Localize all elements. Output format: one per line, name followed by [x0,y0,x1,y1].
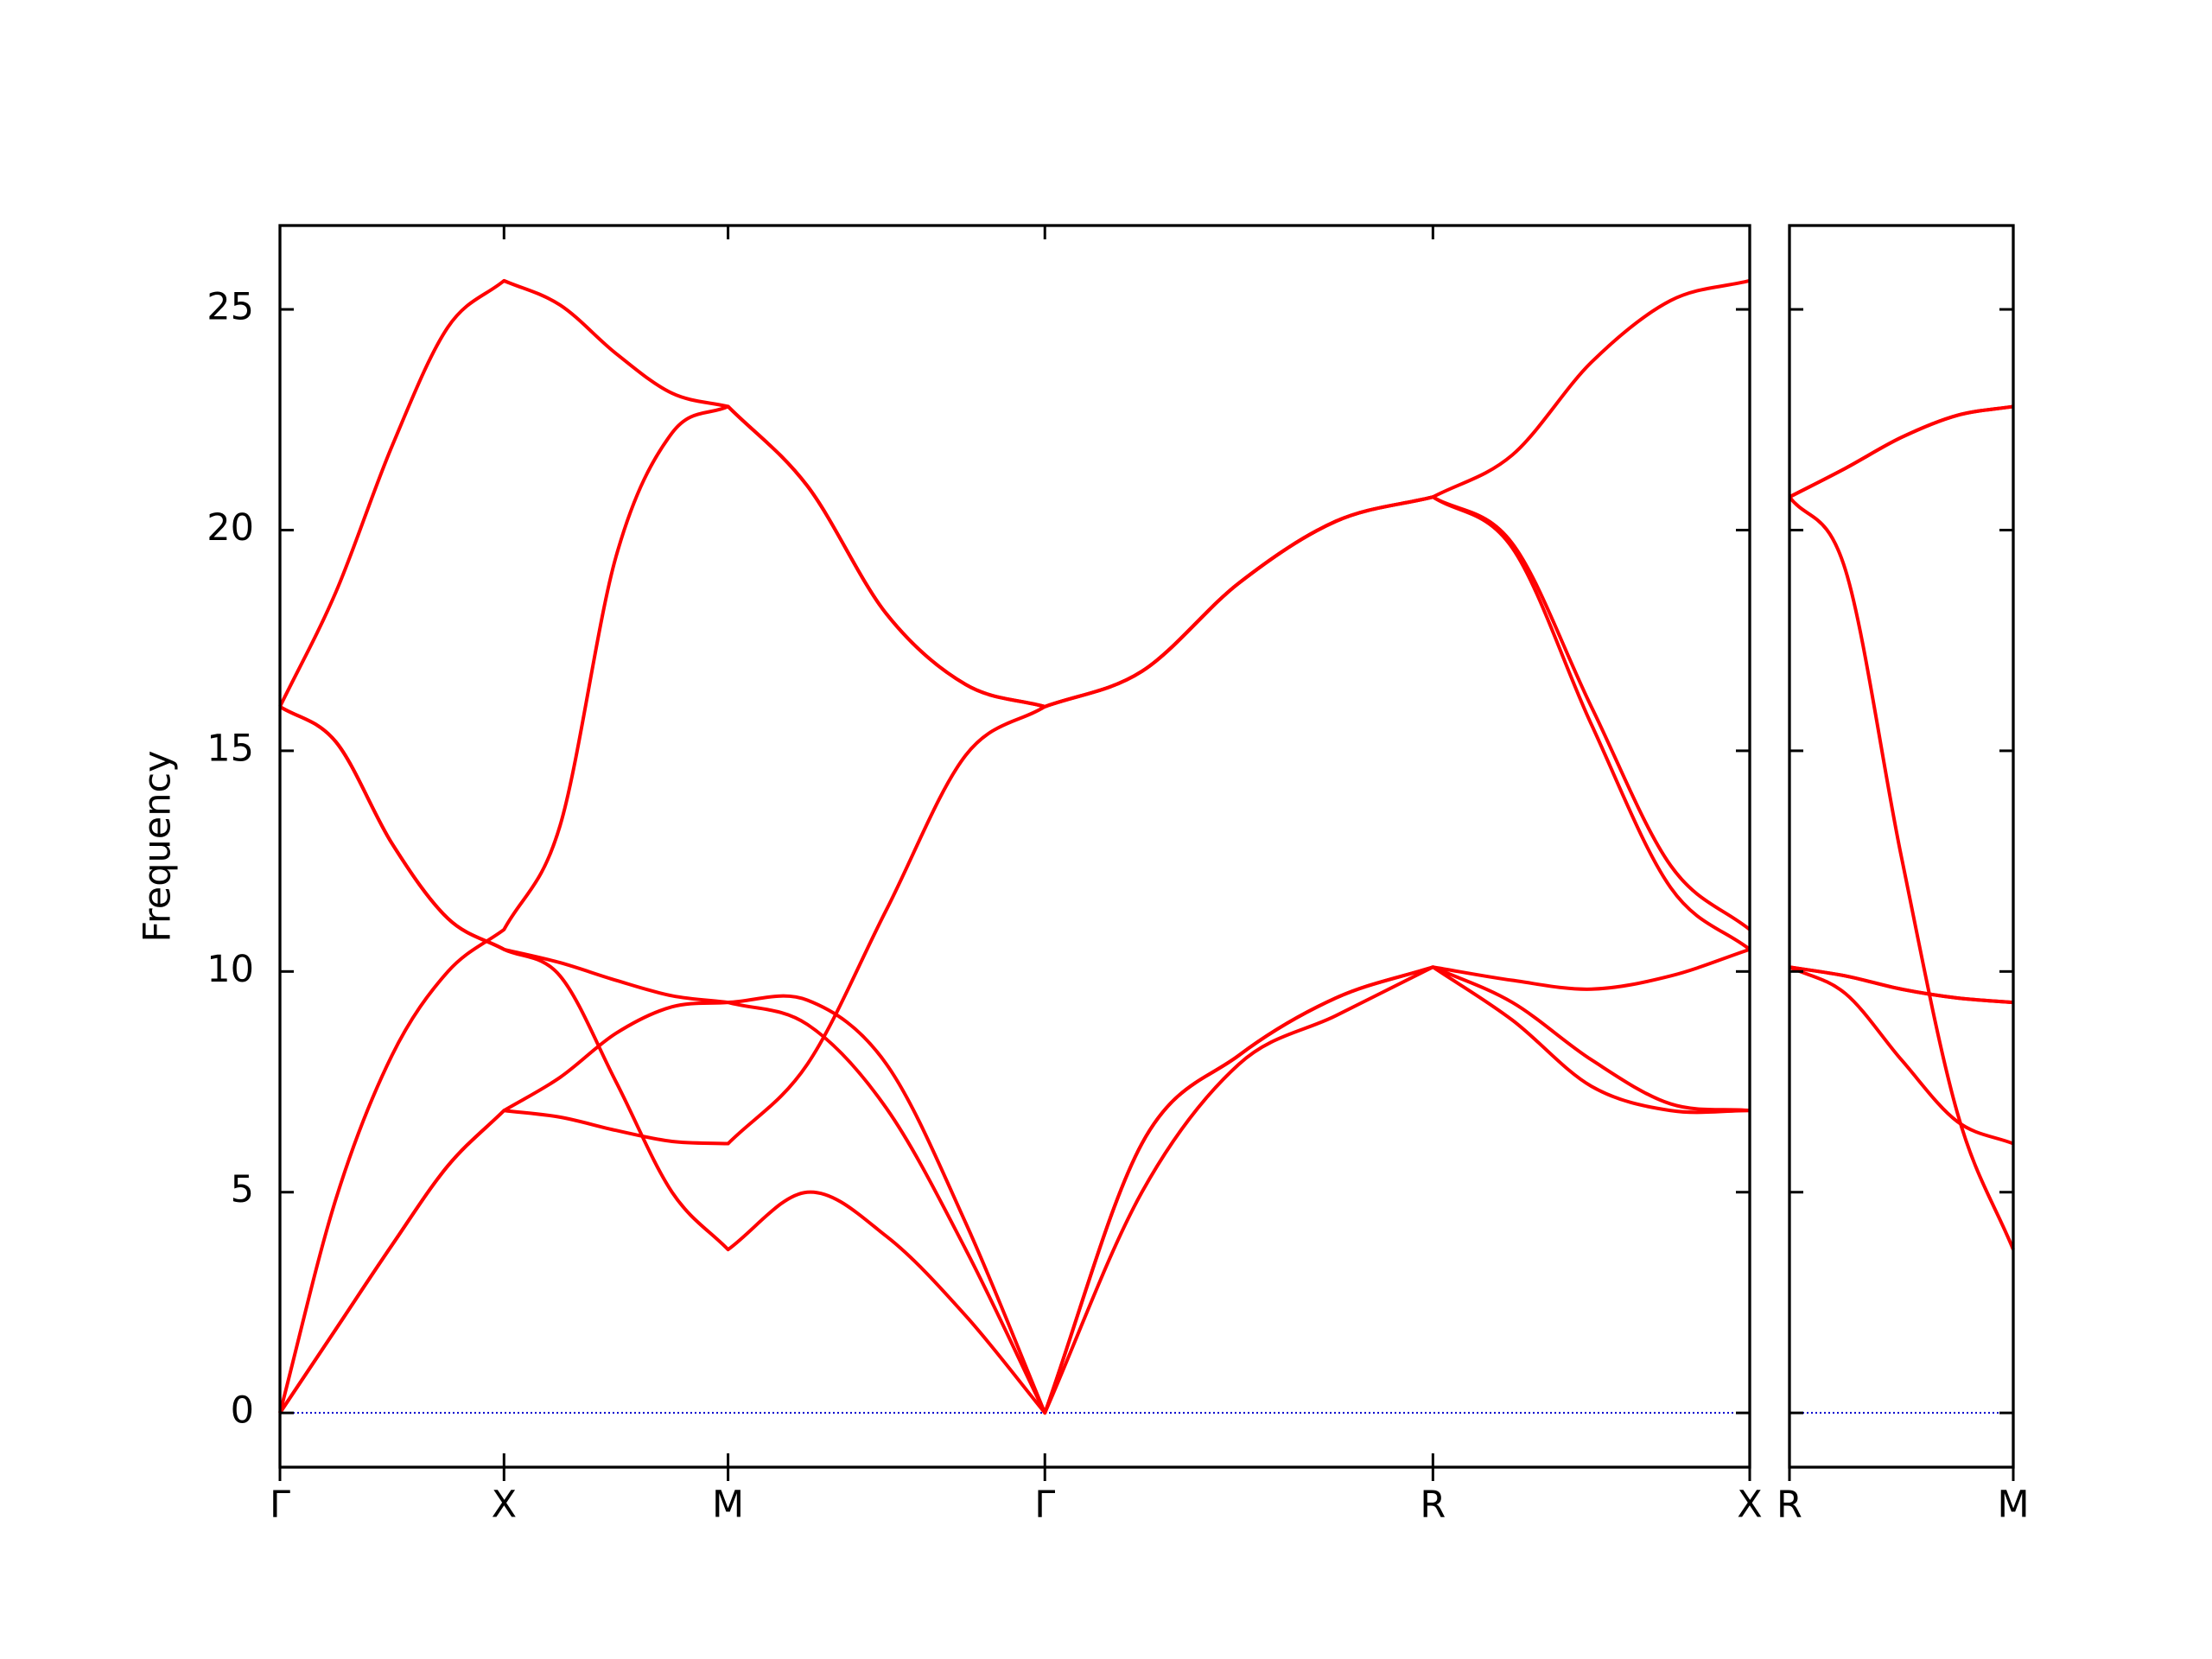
x-tick-label: Γ [1034,1484,1055,1527]
band-line [278,947,1751,1415]
axes-frame [1788,224,2015,1469]
y-tick-label: 0 [231,1389,254,1433]
x-tick-label: M [1997,1484,2029,1527]
band-line [1789,965,2014,1146]
x-tick-label: X [1737,1484,1762,1527]
y-tick-label: 5 [231,1168,254,1211]
y-axis-label: Frequency [137,750,180,942]
band-line [278,705,1751,1415]
axes-frame [278,224,1751,1469]
band-line [278,278,1751,951]
x-tick-label: M [712,1484,744,1527]
x-tick-label: R [1777,1484,1802,1527]
band-line [1789,965,2014,1005]
band-line [1788,495,2015,1250]
y-tick-label: 15 [207,727,254,770]
y-tick-label: 20 [207,506,254,550]
x-tick-label: Γ [270,1484,290,1527]
y-tick-label: 10 [207,948,254,991]
band-line [1789,404,2014,499]
x-tick-label: X [492,1484,517,1527]
y-tick-label: 25 [207,286,254,329]
x-tick-label: R [1420,1484,1446,1527]
